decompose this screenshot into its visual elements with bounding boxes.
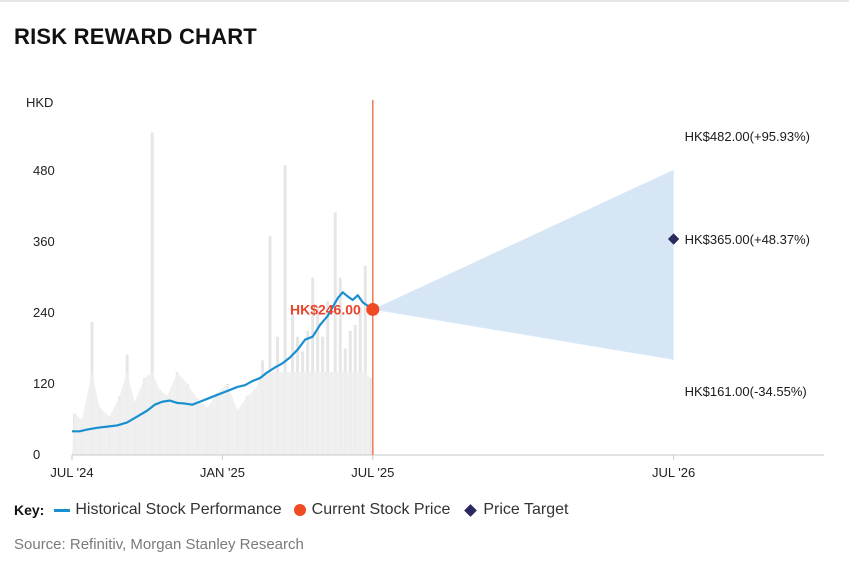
- line-icon: [54, 508, 71, 512]
- diamond-icon: [464, 503, 478, 517]
- x-tick-label: JUL '25: [351, 465, 394, 480]
- volume-bar: [333, 212, 337, 455]
- legend-target-label: Price Target: [483, 501, 569, 518]
- volume-bar: [268, 236, 272, 455]
- chart-title: RISK REWARD CHART: [14, 24, 257, 49]
- volume-area: [72, 372, 371, 455]
- bull-scenario-label: HK$482.00(+95.93%): [685, 129, 810, 144]
- volume-bars: [72, 132, 372, 456]
- y-tick-label: 0: [33, 447, 40, 462]
- legend-item-history: Historical Stock Performance: [54, 501, 282, 519]
- current-price-dot: [366, 302, 380, 316]
- y-tick-label: 360: [33, 234, 55, 249]
- volume-bar: [338, 277, 342, 455]
- legend-item-current: Current Stock Price: [293, 501, 451, 519]
- volume-bar: [311, 277, 315, 455]
- top-divider: [0, 0, 849, 2]
- source-note: Source: Refinitiv, Morgan Stanley Resear…: [14, 536, 304, 553]
- x-tick-label: JUL '24: [50, 465, 93, 480]
- scenario-cone: [372, 169, 674, 360]
- history-line: [72, 291, 374, 433]
- x-tick-label: JAN '25: [200, 465, 245, 480]
- y-tick-label: 120: [33, 376, 55, 391]
- labels: HK$246.00 HK$365.00(+48.37%) HK$482.00(+95…: [290, 129, 810, 399]
- legend: Key: Historical Stock Performance Curren…: [14, 500, 580, 520]
- volume-bar: [150, 132, 154, 455]
- y-tick-label: 240: [33, 305, 55, 320]
- scenario-range-area: [372, 169, 674, 360]
- bear-scenario-label: HK$161.00(-34.55%): [685, 384, 807, 399]
- current-price-label: HK$246.00: [290, 301, 361, 317]
- x-tick-label: JUL '26: [652, 465, 695, 480]
- volume-bar: [283, 165, 287, 456]
- risk-reward-chart: 0 120 240 360 480 HKD JUL '24 JAN '25 JUL '25 JUL…: [26, 95, 824, 480]
- y-tick-label: 480: [33, 163, 55, 178]
- legend-item-target: Price Target: [462, 501, 568, 519]
- axes: 0 120 240 360 480 HKD JUL '24 JAN '25 JUL '25 JUL…: [26, 95, 824, 480]
- dot-icon: [293, 504, 306, 516]
- target-scenario-label: HK$365.00(+48.37%): [685, 232, 810, 247]
- y-axis-label: HKD: [26, 95, 53, 110]
- history-series: [72, 291, 374, 433]
- markers: [366, 233, 680, 316]
- legend-current-label: Current Stock Price: [311, 501, 451, 518]
- legend-key-label: Key:: [14, 502, 45, 518]
- legend-history-label: Historical Stock Performance: [75, 501, 282, 518]
- volume-bar: [363, 265, 367, 455]
- price-target-diamond: [667, 233, 680, 245]
